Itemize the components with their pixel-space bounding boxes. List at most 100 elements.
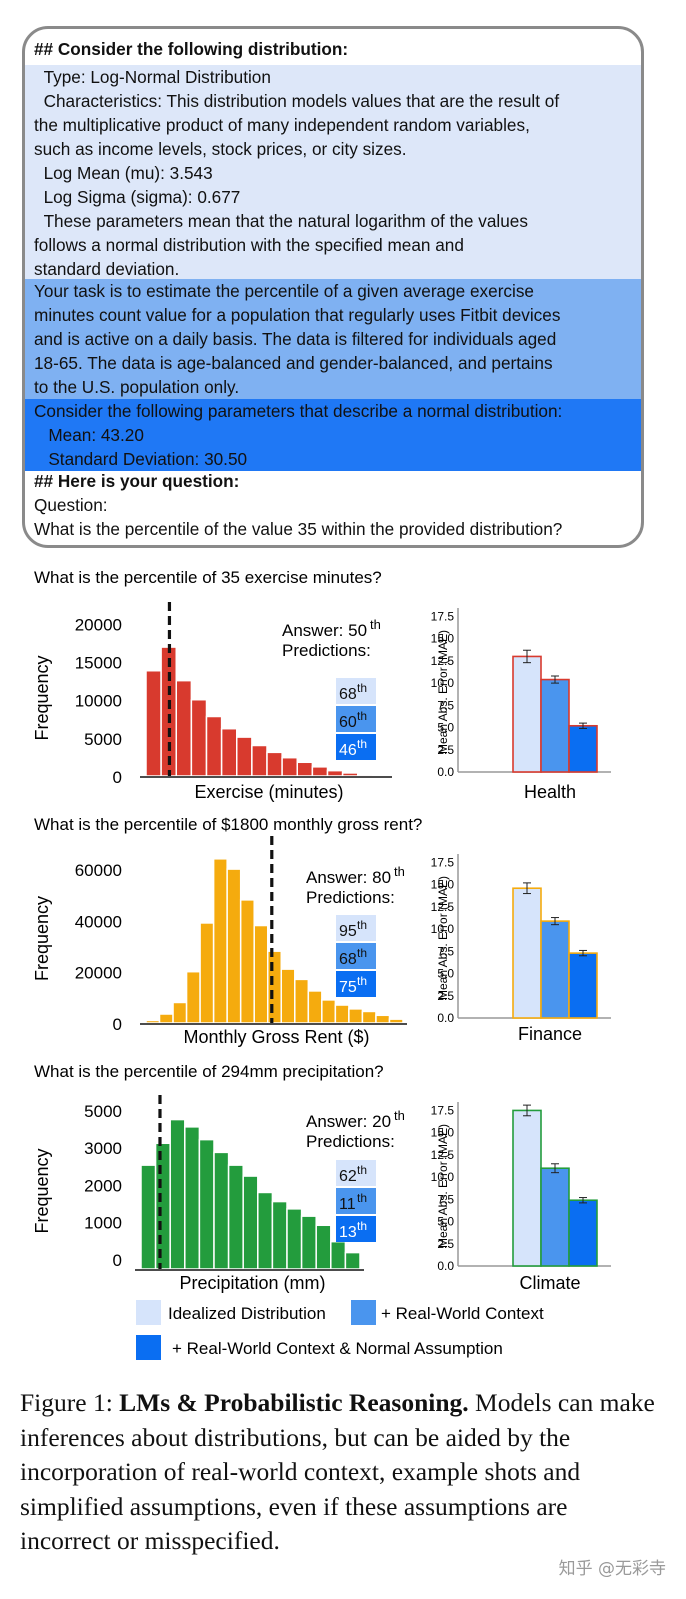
legend-swatch-idealized: [136, 1300, 161, 1325]
histogram-bar: [307, 990, 323, 1024]
y-tick-label: 0.0: [437, 1259, 454, 1273]
y-axis-label: Mean Abs. Error (MAE): [436, 1124, 450, 1248]
y-tick-label: 10000: [75, 692, 122, 711]
x-axis-label: Monthly Gross Rent ($): [183, 1027, 369, 1047]
y-axis-label: Frequency: [32, 655, 52, 740]
histogram-bar: [236, 736, 253, 777]
y-tick-label: 17.5: [431, 1103, 455, 1117]
histogram-chart-3: What is the percentile of 294mm precipit…: [32, 1062, 405, 1293]
idealized-line: Log Sigma (sigma): 0.677: [34, 187, 241, 207]
histogram-bar: [199, 922, 215, 1024]
prediction-value: 68: [339, 951, 357, 968]
y-tick-label: 20000: [75, 615, 122, 634]
answer-superscript: th: [394, 1108, 405, 1123]
histogram-bar: [266, 751, 283, 777]
histogram-bar: [388, 1018, 404, 1024]
y-axis-label: Mean Abs. Error (MAE): [436, 630, 450, 754]
y-tick-label: 17.5: [431, 855, 455, 869]
prediction-value: 95: [339, 923, 357, 940]
y-tick-label: 10.0: [431, 676, 455, 690]
histogram-bar: [226, 868, 242, 1024]
figure-caption: Figure 1: LMs & Probabilistic Reasoning.…: [20, 1386, 660, 1559]
histogram-bar: [239, 899, 255, 1024]
prediction-box: [336, 1188, 376, 1214]
prediction-box: [336, 706, 376, 732]
prediction-value: 75: [339, 979, 357, 996]
idealized-section: Type: Log-Normal Distribution Characteri…: [25, 65, 641, 305]
normal-line: Standard Deviation: 30.50: [34, 449, 248, 469]
histogram-bar: [315, 1224, 332, 1270]
y-tick-label: 10.0: [431, 1170, 455, 1184]
prediction-superscript: th: [357, 681, 367, 695]
histogram-bar: [145, 1019, 161, 1024]
y-tick-label: 0: [113, 768, 122, 787]
x-axis-label: Exercise (minutes): [194, 782, 343, 802]
y-tick-label: 0: [113, 1015, 122, 1034]
y-tick-label: 60000: [75, 861, 122, 880]
predictions-label: Predictions:: [306, 1132, 395, 1151]
x-axis-label: Precipitation (mm): [179, 1273, 325, 1293]
mae-bar: [540, 920, 570, 1019]
histogram-bar: [140, 1164, 157, 1270]
histogram-bar: [145, 669, 162, 777]
answer-label: Answer: 50: [282, 621, 367, 640]
idealized-line: Type: Log-Normal Distribution: [34, 67, 271, 87]
histogram-bar: [251, 744, 268, 777]
caption-text: Models can make inferences about distrib…: [20, 1388, 655, 1555]
caption-title: LMs & Probabilistic Reasoning.: [119, 1388, 469, 1417]
histogram-bar: [253, 924, 269, 1024]
idealized-line: standard deviation.: [34, 259, 180, 279]
y-tick-label: 7.5: [437, 1192, 454, 1206]
legend-label-context: + Real-World Context: [381, 1304, 544, 1323]
context-section: Your task is to estimate the percentile …: [25, 279, 641, 399]
watermark: 知乎 @无彩寺: [558, 1559, 666, 1579]
histogram-bar: [205, 715, 223, 777]
histogram-bar: [294, 978, 310, 1024]
distribution-header: ## Consider the following distribution:: [34, 39, 349, 59]
histogram-bar: [220, 727, 238, 777]
y-tick-label: 12.5: [431, 1148, 455, 1162]
prediction-superscript: th: [357, 974, 367, 988]
y-tick-label: 2.5: [437, 989, 454, 1003]
histogram-bar: [190, 698, 208, 777]
answer-superscript: th: [370, 617, 381, 632]
question-label: Question:: [34, 495, 108, 515]
mae-bar: [568, 724, 598, 773]
prediction-superscript: th: [357, 946, 367, 960]
idealized-line: the multiplicative product of many indep…: [34, 115, 530, 135]
answer-superscript: th: [394, 864, 405, 879]
prompt-box: Type: Log-Normal Distribution Characteri…: [22, 26, 644, 548]
histogram-chart-1: What is the percentile of 35 exercise mi…: [32, 568, 392, 802]
y-axis-label: Mean Abs. Error (MAE): [436, 876, 450, 1000]
y-tick-label: 15.0: [431, 878, 455, 892]
y-tick-label: 0: [113, 1251, 122, 1270]
histogram-bar: [281, 756, 298, 777]
y-tick-label: 12.5: [431, 900, 455, 914]
prediction-superscript: th: [357, 918, 367, 932]
x-axis-label: Finance: [518, 1024, 582, 1044]
y-axis-label: Frequency: [32, 896, 52, 981]
prediction-value: 13: [339, 1224, 357, 1241]
idealized-text: Type: Log-Normal Distribution Characteri…: [34, 65, 632, 281]
y-tick-label: 20000: [75, 964, 122, 983]
y-tick-label: 2.5: [437, 743, 454, 757]
prediction-box: [336, 915, 376, 941]
context-line: and is active on a daily basis. The data…: [34, 329, 557, 349]
mae-bar: [568, 1199, 598, 1267]
caption-prefix: Figure 1:: [20, 1388, 120, 1417]
y-tick-label: 12.5: [431, 654, 455, 668]
chart-title: What is the percentile of $1800 monthly …: [34, 815, 422, 834]
histogram-bar: [357, 773, 374, 777]
idealized-line: such as income levels, stock prices, or …: [34, 139, 407, 159]
histogram-bar: [242, 1175, 259, 1270]
x-axis-label: Health: [524, 782, 576, 802]
prediction-superscript: th: [357, 1219, 367, 1233]
prediction-box: [336, 678, 376, 704]
histogram-bar: [213, 1151, 230, 1270]
histogram-bar: [341, 772, 359, 777]
chart-title: What is the percentile of 35 exercise mi…: [34, 568, 382, 587]
histogram-bar: [321, 999, 337, 1024]
prediction-superscript: th: [357, 1191, 367, 1205]
y-tick-label: 5000: [84, 730, 122, 749]
histogram-bar: [172, 1001, 188, 1024]
